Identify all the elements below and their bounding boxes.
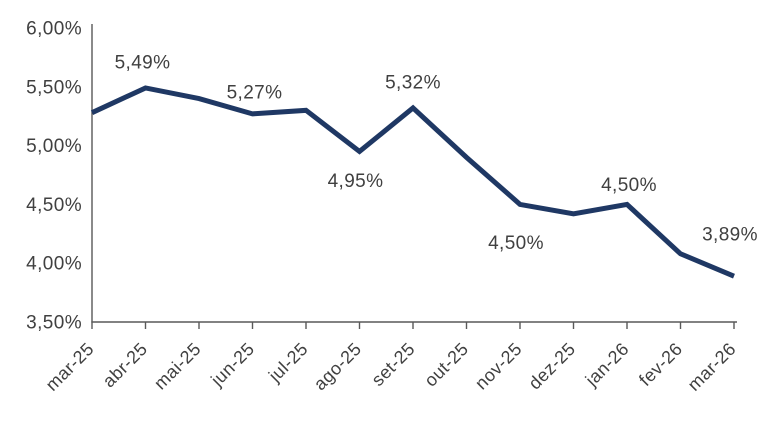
y-axis-tick-label: 5,00% — [26, 136, 82, 157]
x-axis-tick-label: jul-25 — [264, 339, 312, 387]
data-label: 5,49% — [115, 52, 171, 73]
data-label: 4,50% — [488, 233, 544, 254]
x-axis-tick-label: mai-25 — [150, 339, 205, 394]
x-axis-tick-label: out-25 — [420, 339, 472, 391]
x-axis-tick-label: jan-26 — [581, 339, 633, 391]
data-label: 4,95% — [328, 171, 384, 192]
data-label: 5,27% — [227, 82, 283, 103]
data-label: 4,50% — [601, 175, 657, 196]
x-axis-tick-label: jun-25 — [206, 339, 258, 391]
data-label: 5,32% — [385, 72, 441, 93]
x-axis-tick-label: set-25 — [368, 339, 419, 390]
y-axis-tick-label: 6,00% — [26, 19, 82, 40]
x-axis-tick-label: mar-26 — [684, 339, 740, 395]
series-line — [90, 85, 735, 279]
x-axis-tick-label: fev-26 — [635, 339, 686, 390]
y-axis-tick-label: 4,50% — [26, 195, 82, 216]
x-axis-tick-label: abr-25 — [99, 339, 152, 392]
y-axis-tick-label: 5,50% — [26, 77, 82, 98]
x-axis-tick-label: ago-25 — [310, 339, 365, 394]
x-axis-tick-label: mar-25 — [42, 339, 98, 395]
x-axis-tick-label: nov-25 — [471, 339, 526, 394]
data-label: 3,89% — [702, 225, 758, 246]
y-axis-tick-label: 4,00% — [26, 254, 82, 275]
x-axis-tick-label: dez-25 — [525, 339, 580, 394]
y-axis-tick-label: 3,50% — [26, 313, 82, 334]
